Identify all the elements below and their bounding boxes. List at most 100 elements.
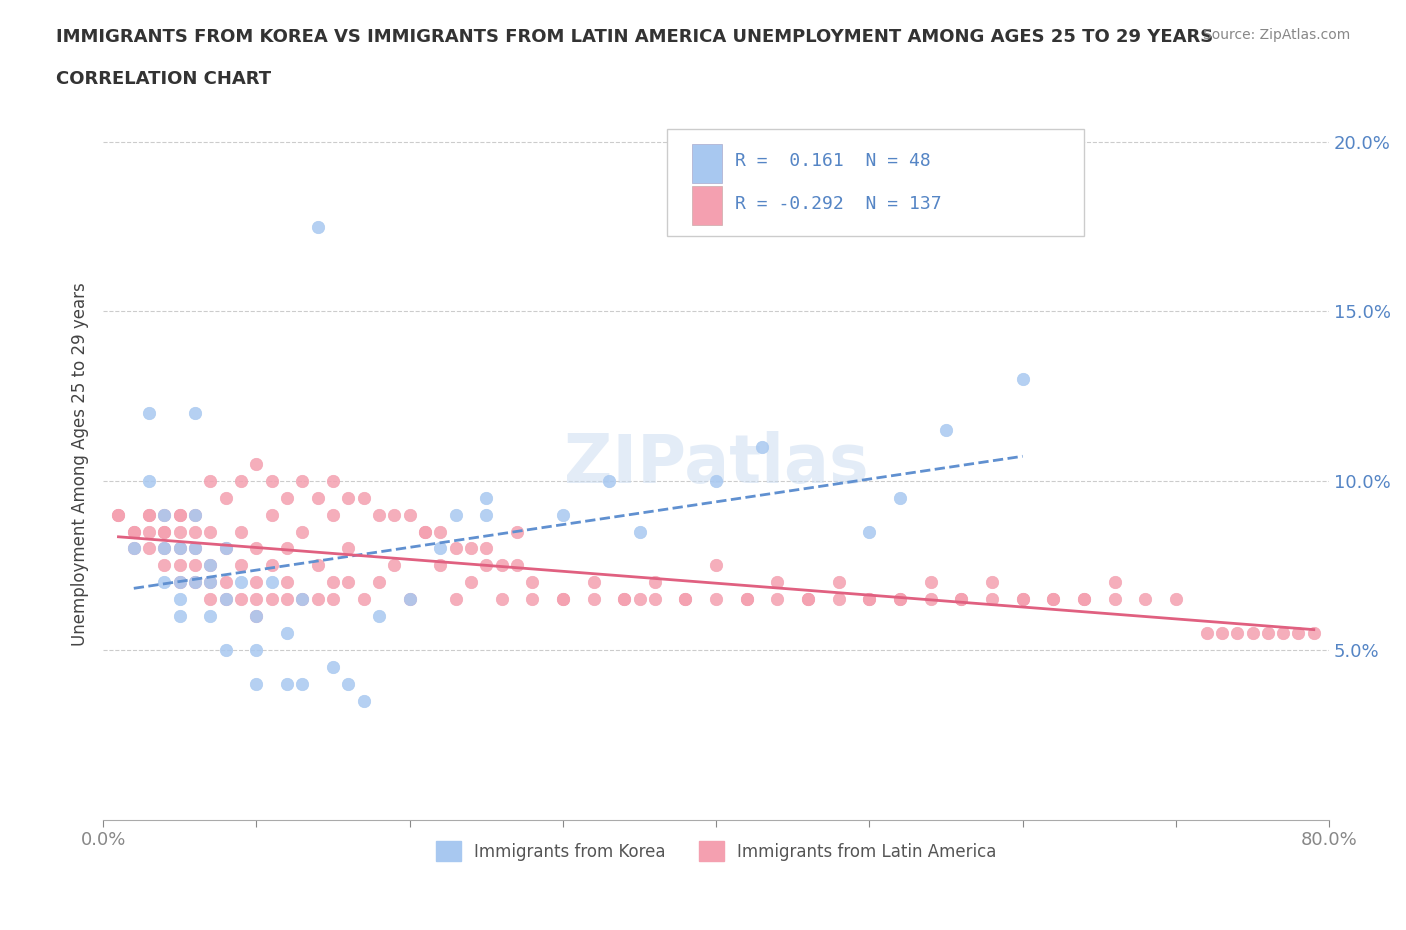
Point bbox=[200, 558, 222, 573]
Point bbox=[475, 507, 498, 522]
Point bbox=[735, 591, 758, 606]
Point bbox=[169, 609, 191, 624]
Point bbox=[322, 507, 344, 522]
Point bbox=[444, 541, 467, 556]
Point bbox=[229, 473, 252, 488]
Point bbox=[628, 591, 651, 606]
Point bbox=[766, 575, 789, 590]
Point bbox=[429, 558, 451, 573]
Point bbox=[1073, 591, 1095, 606]
Point bbox=[153, 525, 176, 539]
Legend: Immigrants from Korea, Immigrants from Latin America: Immigrants from Korea, Immigrants from L… bbox=[429, 834, 1004, 868]
Point bbox=[291, 591, 314, 606]
Point bbox=[245, 643, 267, 658]
Point bbox=[858, 591, 880, 606]
Point bbox=[382, 507, 405, 522]
Point bbox=[1011, 591, 1033, 606]
Point bbox=[1257, 626, 1279, 641]
Point bbox=[291, 473, 314, 488]
Point bbox=[920, 591, 942, 606]
Point bbox=[229, 591, 252, 606]
Point bbox=[169, 591, 191, 606]
Point bbox=[613, 591, 636, 606]
Point bbox=[184, 575, 207, 590]
Point bbox=[413, 525, 436, 539]
Point bbox=[1104, 591, 1126, 606]
Point bbox=[200, 473, 222, 488]
Point bbox=[935, 422, 957, 437]
Point bbox=[307, 490, 329, 505]
Point bbox=[153, 525, 176, 539]
Point bbox=[322, 575, 344, 590]
Point bbox=[920, 575, 942, 590]
Point bbox=[122, 541, 145, 556]
Point bbox=[413, 525, 436, 539]
Point bbox=[153, 507, 176, 522]
Point bbox=[276, 591, 298, 606]
Point bbox=[551, 591, 574, 606]
Point bbox=[551, 591, 574, 606]
Point bbox=[675, 591, 697, 606]
Point bbox=[169, 541, 191, 556]
Point bbox=[169, 575, 191, 590]
Point bbox=[215, 591, 238, 606]
Point bbox=[475, 490, 498, 505]
Point bbox=[107, 507, 129, 522]
Point bbox=[245, 609, 267, 624]
Point bbox=[704, 473, 727, 488]
Point bbox=[398, 591, 420, 606]
Point bbox=[1272, 626, 1295, 641]
Point bbox=[215, 643, 238, 658]
Y-axis label: Unemployment Among Ages 25 to 29 years: Unemployment Among Ages 25 to 29 years bbox=[72, 282, 89, 645]
Point bbox=[1042, 591, 1064, 606]
Point bbox=[522, 575, 544, 590]
Point bbox=[644, 591, 666, 606]
Point bbox=[138, 405, 160, 420]
Point bbox=[337, 676, 360, 691]
Point bbox=[398, 507, 420, 522]
Text: Source: ZipAtlas.com: Source: ZipAtlas.com bbox=[1202, 28, 1350, 42]
Point bbox=[200, 525, 222, 539]
Text: CORRELATION CHART: CORRELATION CHART bbox=[56, 70, 271, 87]
Point bbox=[1241, 626, 1264, 641]
Point bbox=[460, 541, 482, 556]
Point bbox=[582, 575, 605, 590]
Point bbox=[229, 558, 252, 573]
Point bbox=[260, 575, 283, 590]
Point bbox=[1011, 591, 1033, 606]
Point bbox=[1042, 591, 1064, 606]
Point bbox=[215, 591, 238, 606]
Point bbox=[276, 626, 298, 641]
Point bbox=[322, 591, 344, 606]
Point bbox=[276, 676, 298, 691]
Point bbox=[138, 525, 160, 539]
Point bbox=[644, 575, 666, 590]
Point bbox=[858, 591, 880, 606]
Point bbox=[598, 473, 620, 488]
Point bbox=[200, 591, 222, 606]
Point bbox=[337, 575, 360, 590]
Point bbox=[184, 541, 207, 556]
Point bbox=[245, 609, 267, 624]
Point bbox=[628, 525, 651, 539]
Point bbox=[551, 507, 574, 522]
Point bbox=[276, 490, 298, 505]
Point bbox=[675, 591, 697, 606]
Point bbox=[981, 575, 1004, 590]
Point bbox=[138, 507, 160, 522]
Point bbox=[704, 591, 727, 606]
Point bbox=[828, 591, 851, 606]
Point bbox=[735, 591, 758, 606]
Point bbox=[169, 525, 191, 539]
Point bbox=[245, 676, 267, 691]
Point bbox=[491, 591, 513, 606]
Point bbox=[353, 490, 375, 505]
Point bbox=[169, 507, 191, 522]
Point bbox=[215, 490, 238, 505]
Point bbox=[184, 525, 207, 539]
Point bbox=[184, 507, 207, 522]
Point bbox=[1104, 575, 1126, 590]
Point bbox=[950, 591, 973, 606]
Point bbox=[889, 591, 911, 606]
Point bbox=[751, 439, 773, 454]
